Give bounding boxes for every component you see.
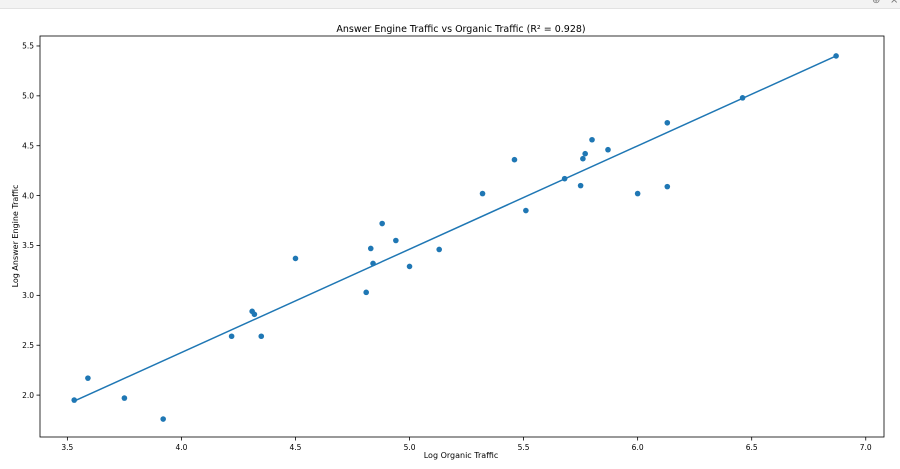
data-point (577, 182, 584, 189)
data-point (833, 53, 839, 59)
x-tick-label: 6.5 (746, 443, 758, 452)
plot-area (39, 35, 885, 438)
figure: Answer Engine Traffic vs Organic Traffic… (0, 8, 900, 465)
data-point (406, 263, 413, 270)
y-tick-label: 5.5 (22, 42, 34, 51)
data-point (511, 156, 518, 163)
data-point (523, 207, 529, 214)
x-tick-label: 4.0 (175, 443, 187, 452)
data-point (85, 375, 91, 381)
data-point (379, 220, 385, 227)
data-point (580, 155, 586, 162)
y-axis: 2.0 2.5 3.0 3.5 4.0 4.5 5.0 5.5 (22, 42, 40, 400)
data-point (367, 245, 374, 252)
data-point (160, 416, 166, 422)
y-tick-label: 3.0 (22, 291, 34, 300)
y-tick-label: 4.5 (22, 141, 34, 150)
data-point (370, 260, 376, 267)
data-point (251, 311, 258, 318)
y-tick-label: 2.5 (22, 341, 34, 350)
data-point (605, 146, 611, 153)
data-point (589, 136, 595, 143)
data-point (634, 190, 641, 197)
data-point (582, 150, 588, 157)
data-point (436, 246, 442, 253)
y-tick-label: 5.0 (22, 92, 34, 101)
data-point (71, 397, 78, 403)
data-point (479, 190, 486, 197)
window-titlebar: ⊕ × (0, 0, 900, 9)
y-tick-label: 4.0 (22, 191, 34, 200)
data-point (561, 175, 568, 182)
data-point (292, 255, 299, 262)
regression-line (73, 55, 837, 402)
data-point (228, 333, 235, 340)
data-point (393, 237, 399, 244)
close-icon[interactable]: × (890, 0, 899, 6)
x-tick-label: 7.0 (860, 443, 872, 452)
data-point (739, 95, 746, 101)
y-tick-label: 3.5 (22, 241, 34, 250)
x-axis-label: Log Organic Traffic (424, 451, 499, 460)
data-point (363, 289, 369, 296)
data-point (258, 333, 265, 340)
data-point (121, 395, 128, 401)
zoom-icon[interactable]: ⊕ (872, 0, 881, 6)
x-tick-label: 6.0 (632, 443, 644, 452)
x-axis: 3.5 4.0 4.5 5.0 5.5 6.0 6.5 7.0 (61, 437, 872, 452)
x-tick-label: 5.0 (404, 443, 416, 452)
x-tick-label: 4.5 (290, 443, 302, 452)
data-point (664, 119, 671, 126)
data-point (664, 183, 671, 190)
scatter-chart: Answer Engine Traffic vs Organic Traffic… (11, 24, 885, 460)
y-axis-label: Log Answer Engine Traffic (11, 185, 20, 288)
x-tick-label: 5.5 (518, 443, 530, 452)
x-tick-label: 3.5 (61, 443, 73, 452)
data-points (71, 53, 839, 422)
chart-title: Answer Engine Traffic vs Organic Traffic… (336, 24, 585, 35)
y-tick-label: 2.0 (22, 391, 34, 400)
